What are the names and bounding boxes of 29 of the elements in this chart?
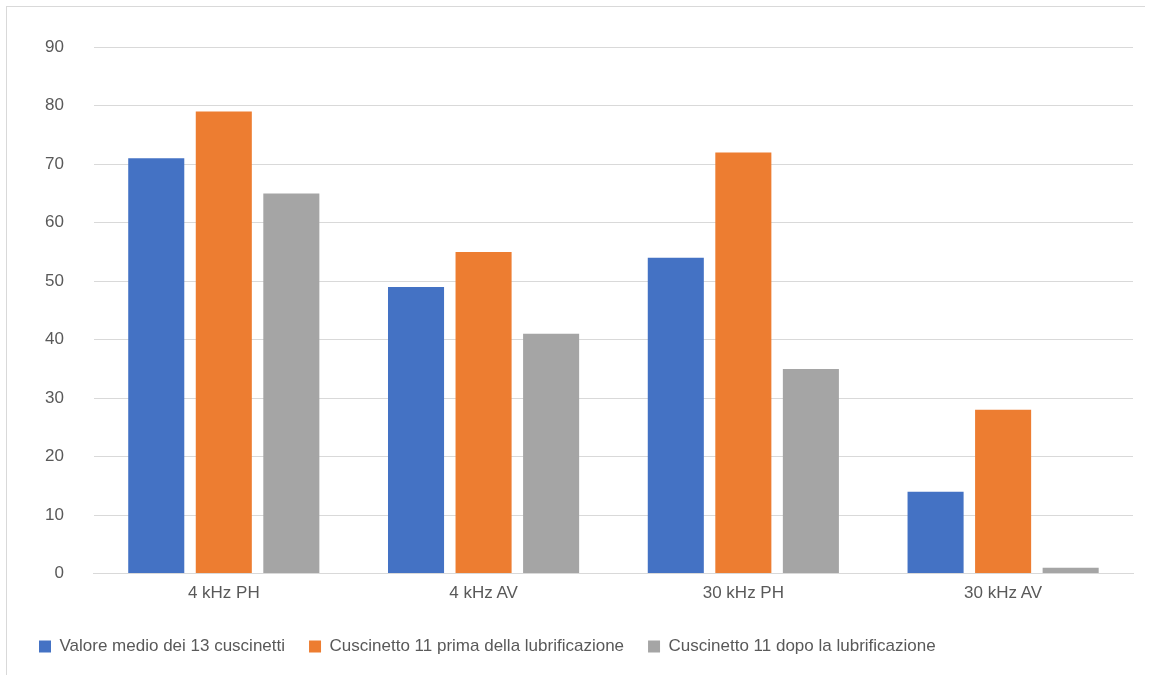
x-tick-label: 30 kHz PH [702, 583, 784, 603]
bar [907, 491, 964, 574]
y-tick-label: 60 [44, 212, 64, 232]
bar [975, 409, 1032, 574]
bar [455, 251, 512, 574]
bar [263, 193, 320, 574]
bar [647, 257, 704, 574]
bar [128, 158, 185, 574]
bar [782, 368, 839, 574]
y-tick-label: 80 [44, 95, 64, 115]
bar [715, 152, 772, 574]
legend-label: Valore medio dei 13 cuscinetti [59, 636, 286, 656]
legend-label: Cuscinetto 11 prima della lubrificazione [329, 636, 625, 656]
y-tick-label: 90 [44, 36, 64, 56]
y-tick-label: 50 [44, 270, 64, 290]
y-tick-label: 40 [44, 329, 64, 349]
y-tick-label: 10 [44, 504, 64, 524]
bar [388, 287, 445, 574]
y-tick-label: 70 [44, 153, 64, 173]
y-tick-label: 0 [54, 563, 64, 583]
x-tick-label: 4 kHz PH [187, 583, 260, 603]
y-tick-label: 30 [44, 387, 64, 407]
x-tick-label: 4 kHz AV [449, 583, 519, 603]
y-tick-label: 20 [44, 446, 64, 466]
bar [1042, 567, 1099, 574]
x-tick-label: 30 kHz AV [964, 583, 1043, 603]
legend-label: Cuscinetto 11 dopo la lubrificazione [668, 636, 936, 656]
bar [195, 111, 252, 574]
bar [523, 333, 580, 574]
